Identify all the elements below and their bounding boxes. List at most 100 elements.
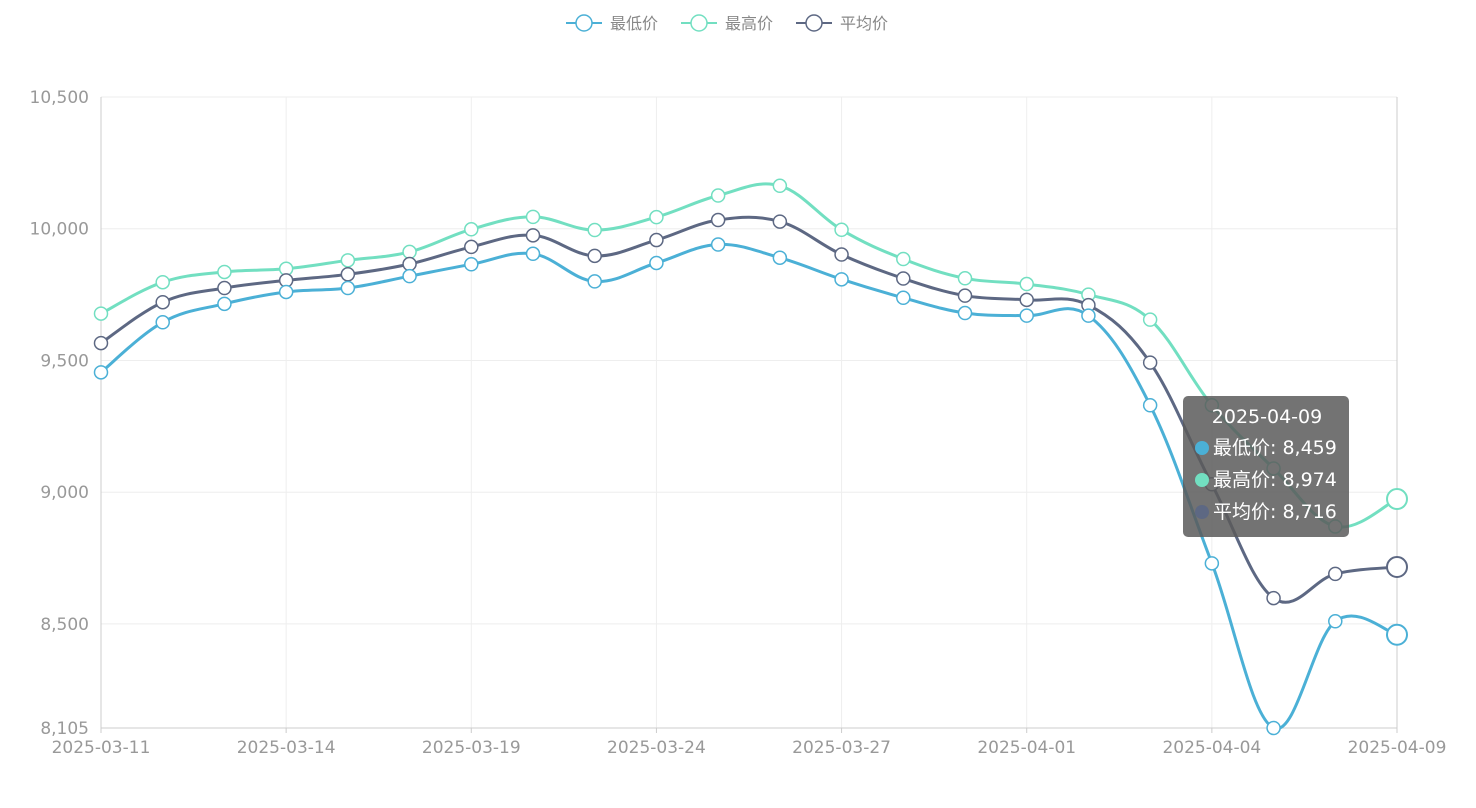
data-point[interactable] xyxy=(772,214,788,229)
tooltip-row-avg: 平均价: 8,716 xyxy=(1195,496,1339,528)
y-tick-label: 8,105 xyxy=(40,719,89,739)
data-point[interactable] xyxy=(464,257,479,272)
legend: 最低价 最高价 平均价 xyxy=(566,14,888,33)
data-point[interactable] xyxy=(340,253,356,268)
data-point[interactable] xyxy=(217,296,232,312)
data-point[interactable] xyxy=(772,250,788,265)
data-point[interactable] xyxy=(93,335,109,351)
y-tick-label: 9,500 xyxy=(40,351,89,371)
legend-label: 最低价 xyxy=(610,14,658,33)
tooltip-value-low: 8,459 xyxy=(1282,437,1337,459)
data-point[interactable] xyxy=(340,280,356,296)
data-point[interactable] xyxy=(649,255,664,271)
data-point[interactable] xyxy=(93,306,109,321)
data-point[interactable] xyxy=(525,246,541,262)
legend-marker-icon xyxy=(690,14,708,32)
data-point[interactable] xyxy=(1328,566,1343,582)
data-point[interactable] xyxy=(957,271,973,286)
data-point[interactable] xyxy=(464,239,479,255)
data-point[interactable] xyxy=(772,178,788,194)
tooltip-dot-avg xyxy=(1195,505,1209,519)
tooltip-value-avg: 8,716 xyxy=(1282,501,1337,523)
data-point[interactable] xyxy=(587,222,602,238)
data-point[interactable] xyxy=(217,280,232,296)
data-point[interactable] xyxy=(1266,590,1281,606)
x-tick-label: 2025-04-09 xyxy=(1348,738,1447,758)
data-point[interactable] xyxy=(957,305,973,321)
tooltip-date: 2025-04-09 xyxy=(1211,406,1323,428)
y-tick-label: 8,500 xyxy=(40,615,89,635)
tooltip-label-low: 最低价 xyxy=(1213,437,1271,459)
x-tick-label: 2025-03-27 xyxy=(792,738,891,758)
data-point[interactable] xyxy=(340,267,356,282)
y-tick-label: 10,500 xyxy=(30,88,89,108)
data-point[interactable] xyxy=(710,237,726,252)
tooltip-row-high: 最高价: 8,974 xyxy=(1195,464,1339,496)
data-point[interactable] xyxy=(402,244,417,260)
tooltip-label-high: 最高价 xyxy=(1213,469,1271,491)
x-tick-label: 2025-03-19 xyxy=(422,738,521,758)
data-point[interactable] xyxy=(1142,355,1158,370)
x-tick-label: 2025-03-24 xyxy=(607,738,706,758)
data-point[interactable] xyxy=(155,274,170,290)
x-tick-label: 2025-03-11 xyxy=(52,738,151,758)
data-point[interactable] xyxy=(1142,398,1158,413)
tooltip-label-avg: 平均价 xyxy=(1213,501,1271,523)
data-point[interactable] xyxy=(1019,276,1034,292)
legend-item-2[interactable]: 平均价 xyxy=(796,14,888,33)
data-point[interactable] xyxy=(587,274,602,289)
data-point[interactable] xyxy=(525,209,541,225)
data-point[interactable] xyxy=(155,294,170,310)
data-point[interactable] xyxy=(402,256,417,272)
tooltip-value-high: 8,974 xyxy=(1282,469,1337,491)
tooltip-row-low: 最低价: 8,459 xyxy=(1195,432,1339,464)
data-point[interactable] xyxy=(896,251,911,267)
data-point[interactable] xyxy=(1019,308,1034,323)
x-tick-label: 2025-03-14 xyxy=(237,738,336,758)
data-point[interactable] xyxy=(1204,556,1220,571)
y-tick-label: 9,000 xyxy=(40,483,89,503)
tooltip: 2025-04-09 最低价: 8,459 最高价: 8,974 平均价: 8,… xyxy=(1183,396,1349,537)
data-point[interactable] xyxy=(402,268,417,284)
data-point[interactable] xyxy=(525,228,541,243)
data-point[interactable] xyxy=(896,271,911,286)
y-tick-label: 10,000 xyxy=(30,220,89,240)
axes: 8,105 8,500 9,000 9,500 10,000 10,500 2025-03-… xyxy=(30,88,1447,758)
data-point[interactable] xyxy=(834,272,849,287)
data-point[interactable] xyxy=(1266,720,1281,736)
tooltip-dot-low xyxy=(1195,441,1209,455)
data-point[interactable] xyxy=(834,247,849,262)
data-point[interactable] xyxy=(587,248,602,264)
data-point[interactable] xyxy=(1081,308,1096,323)
data-point[interactable] xyxy=(1328,614,1343,629)
legend-label: 最高价 xyxy=(725,14,773,33)
data-point[interactable] xyxy=(1019,292,1034,308)
data-point[interactable] xyxy=(278,284,294,300)
data-point[interactable] xyxy=(649,209,664,225)
data-point[interactable] xyxy=(93,365,109,380)
data-point[interactable] xyxy=(1386,488,1408,511)
legend-item-1[interactable]: 最高价 xyxy=(681,14,773,33)
legend-label: 平均价 xyxy=(840,14,888,33)
data-point[interactable] xyxy=(649,232,664,248)
data-point[interactable] xyxy=(464,222,479,237)
data-point[interactable] xyxy=(710,188,726,203)
data-point[interactable] xyxy=(896,290,911,306)
x-tick-label: 2025-04-01 xyxy=(977,738,1076,758)
data-point[interactable] xyxy=(1142,312,1158,327)
legend-item-0[interactable]: 最低价 xyxy=(566,14,658,33)
data-point[interactable] xyxy=(1386,623,1408,646)
data-point[interactable] xyxy=(155,315,170,330)
data-point[interactable] xyxy=(957,288,973,303)
tooltip-dot-high xyxy=(1195,473,1209,487)
legend-marker-icon xyxy=(575,14,593,32)
legend-marker-icon xyxy=(805,14,823,32)
data-point[interactable] xyxy=(710,212,726,228)
data-point[interactable] xyxy=(834,222,849,238)
data-point[interactable] xyxy=(217,264,232,280)
data-point[interactable] xyxy=(1386,556,1408,579)
grid xyxy=(101,96,1397,728)
x-tick-label: 2025-04-04 xyxy=(1162,738,1261,758)
